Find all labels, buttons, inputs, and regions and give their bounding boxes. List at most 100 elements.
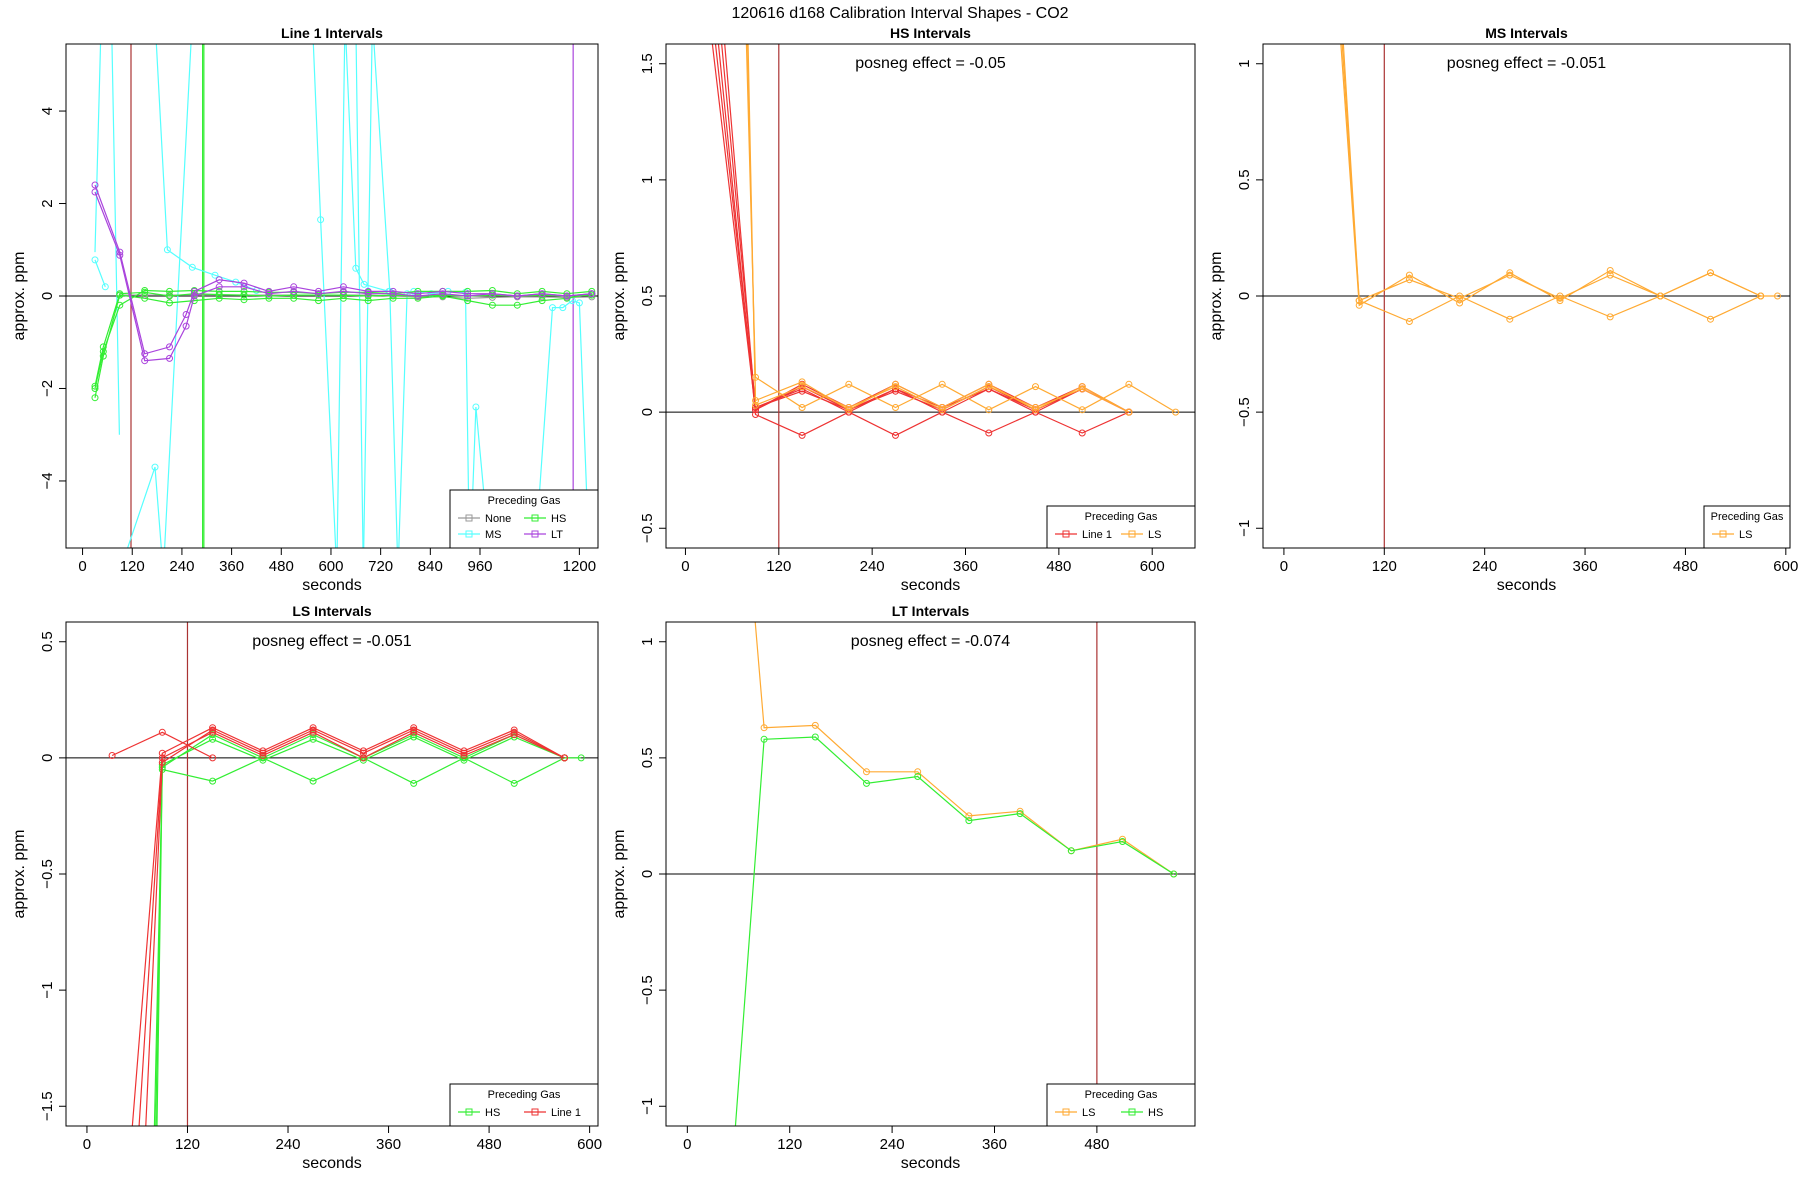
data-point: [1078, 385, 1086, 393]
series-line: [1340, 44, 1761, 307]
data-point: [513, 292, 521, 300]
chart-panel-2: HS Intervals 0 120 240 360 480 600 seconds −0.5 0…: [611, 25, 1196, 594]
legend-label: LT: [551, 529, 563, 541]
data-point: [290, 291, 298, 299]
legend-swatch-marker: [1719, 530, 1727, 538]
x-tick-label: 720: [368, 558, 393, 575]
data-point: [845, 380, 853, 388]
x-axis: 0 120 240 360 480 600 720 840 960 1200 seconds: [78, 547, 596, 594]
data-point: [938, 408, 946, 416]
y-tick-label: 0.5: [1236, 169, 1253, 190]
x-tick-label: 240: [880, 1136, 905, 1153]
data-point: [364, 292, 372, 300]
series-line: [1342, 44, 1778, 323]
x-tick-label: 0: [83, 1136, 91, 1153]
data-point: [460, 756, 468, 764]
data-point: [209, 726, 217, 734]
data-point: [965, 812, 973, 820]
data-point: [752, 406, 759, 414]
series-line: [747, 44, 1130, 413]
data-point: [410, 726, 418, 734]
data-point: [892, 387, 899, 395]
legend-swatch-marker: [1062, 1108, 1070, 1116]
data-point: [863, 779, 870, 787]
legend: Preceding Gas None HS MS LT: [449, 489, 599, 549]
legend-item: LS: [1712, 529, 1752, 541]
legend-title: Preceding Gas: [1711, 511, 1784, 523]
y-tick-label: 0.5: [639, 747, 656, 768]
data-point: [339, 287, 347, 295]
x-tick-label: 120: [175, 1136, 200, 1153]
series-line: [754, 622, 1175, 875]
data-point: [91, 382, 99, 390]
y-tick-label: −2: [39, 380, 56, 397]
data-point: [914, 768, 922, 776]
data-point: [240, 287, 248, 295]
legend-title: Preceding Gas: [488, 1089, 561, 1101]
data-point: [510, 779, 518, 787]
data-point: [359, 754, 367, 762]
data-point: [1556, 294, 1564, 302]
x-axis-label: seconds: [302, 577, 362, 594]
series-line: [345, 44, 390, 292]
x-tick-label: 240: [169, 558, 194, 575]
data-point: [1078, 429, 1086, 437]
data-point: [315, 287, 322, 295]
legend-item: LS: [1055, 1107, 1095, 1119]
data-point: [985, 385, 993, 393]
data-point: [309, 735, 317, 743]
data-point: [488, 290, 496, 298]
data-point: [158, 759, 166, 766]
x-tick-label: 480: [1673, 558, 1698, 575]
data-point: [563, 294, 571, 302]
data-point: [1556, 292, 1564, 300]
data-point: [1016, 810, 1024, 818]
data-point: [410, 728, 418, 736]
data-point: [1405, 276, 1413, 284]
data-point: [166, 287, 173, 295]
data-point: [116, 251, 124, 259]
data-point: [190, 292, 198, 300]
data-point: [141, 350, 149, 358]
y-axis-label: approx. ppm: [611, 252, 628, 341]
x-axis: 0 120 240 360 480 seconds: [683, 1125, 1109, 1172]
data-point: [209, 731, 217, 739]
legend-swatch-marker: [465, 514, 473, 522]
data-point: [760, 735, 768, 743]
data-point: [158, 728, 166, 736]
data-point: [215, 283, 223, 291]
data-point: [892, 383, 899, 391]
data-point: [389, 287, 397, 295]
data-point: [364, 287, 372, 295]
y-tick-label: 0: [639, 408, 656, 416]
y-tick-label: 0.5: [39, 631, 56, 652]
data-point: [91, 394, 99, 402]
data-point: [985, 380, 993, 388]
plot-frame: [65, 621, 599, 1127]
series-line: [111, 731, 213, 759]
series-line: [724, 44, 1130, 413]
data-point: [513, 301, 521, 309]
legend-box: [1046, 1083, 1196, 1127]
legend: Preceding Gas LS HS: [1046, 1083, 1196, 1127]
data-point: [91, 181, 99, 189]
data-point: [1355, 301, 1363, 309]
y-tick-label: 0: [39, 292, 56, 300]
series-line: [155, 736, 565, 1126]
x-tick-label: 480: [1084, 1136, 1109, 1153]
x-tick-label: 480: [1046, 558, 1071, 575]
data-point: [460, 747, 468, 755]
data-point: [1774, 292, 1781, 300]
posneg-annotation: posneg effect = -0.05: [855, 55, 1006, 72]
y-axis-label: approx. ppm: [611, 830, 628, 919]
data-point: [1456, 299, 1464, 307]
data-point: [151, 463, 159, 471]
legend-label: LS: [1739, 529, 1752, 541]
data-point: [798, 387, 806, 395]
data-point: [141, 288, 149, 296]
data-point: [938, 406, 946, 414]
x-tick-label: 0: [1280, 558, 1288, 575]
y-axis-label: approx. ppm: [11, 830, 28, 919]
data-point: [101, 283, 109, 291]
